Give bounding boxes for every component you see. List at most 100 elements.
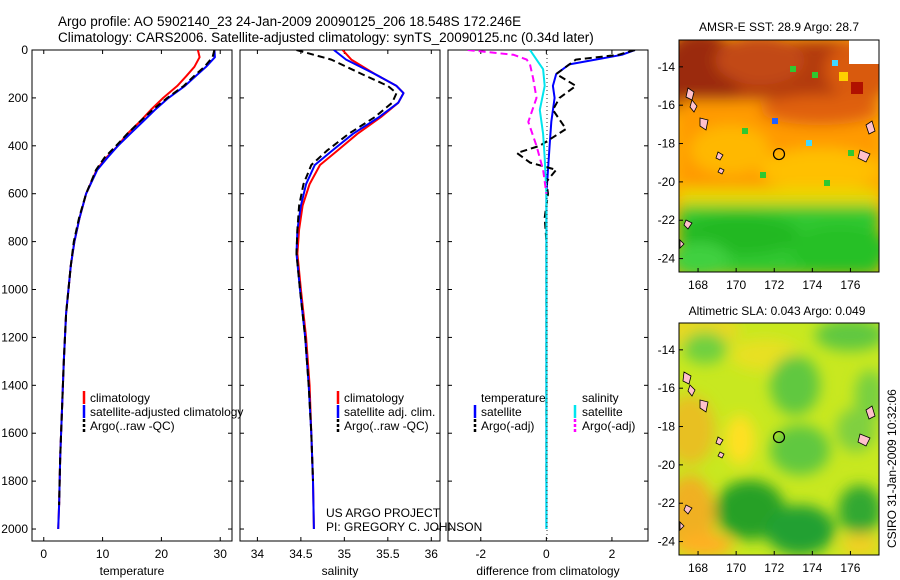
pi-credit: PI: GREGORY C. JOHNSON	[326, 520, 482, 534]
map-lat-tick-label: -14	[658, 343, 676, 357]
legend-label-temperature-argo: Argo(-adj)	[481, 419, 534, 433]
temperature-x-tick-label: 10	[96, 547, 110, 561]
sst-data-gap	[849, 40, 879, 64]
difference-series-line	[467, 50, 548, 194]
temperature-x-tick-label: 30	[214, 547, 228, 561]
salinity-x-axis-label: salinity	[322, 564, 359, 578]
legend-label-climatology: climatology	[90, 391, 150, 405]
sst-heatmap	[679, 40, 879, 272]
salinity-x-tick-label: 34.5	[289, 547, 313, 561]
legend-label-salinity-argo: Argo(-adj)	[582, 419, 635, 433]
sst-map-frame	[678, 39, 880, 273]
salinity-x-tick-label: 35.5	[376, 547, 400, 561]
depth-tick-label: 1200	[1, 330, 28, 344]
map-lat-tick-label: -24	[658, 535, 676, 549]
temperature-series-group	[57, 50, 216, 530]
map-lat-tick-label: -22	[658, 213, 676, 227]
island-outline	[679, 371, 876, 531]
argo-float-marker	[772, 430, 786, 444]
legend-label-argo: Argo(..raw -QC)	[344, 419, 429, 433]
salinity-panel-frame	[239, 49, 441, 542]
salinity-series-line	[295, 50, 405, 530]
salinity-series-group	[295, 50, 405, 530]
map-lat-tick-label: -24	[658, 252, 676, 266]
sst-cloud-pixel	[772, 118, 778, 124]
map-lat-tick-label: -22	[658, 496, 676, 510]
depth-tick-label: 800	[8, 235, 28, 249]
map-lat-tick-label: -18	[658, 137, 676, 151]
map-lat-tick-label: -20	[658, 175, 676, 189]
timestamp-stamp: CSIRO 31-Jan-2009 10:32:06	[885, 389, 899, 548]
temperature-series-line	[58, 50, 216, 506]
salinity-x-tick-label: 36	[425, 547, 439, 561]
map-lon-tick-label: 172	[764, 561, 784, 575]
island-outline	[679, 87, 876, 249]
map-lon-tick-label: 172	[764, 278, 784, 292]
temperature-x-tick-label: 20	[155, 547, 169, 561]
map-lat-tick-label: -16	[658, 98, 676, 112]
depth-tick-label: 0	[21, 43, 28, 57]
map-lon-tick-label: 176	[840, 278, 860, 292]
map-lat-tick-label: -20	[658, 458, 676, 472]
sst-hot-pixel	[839, 72, 848, 81]
legend-label-satellite-adj: satellite adj. clim.	[344, 405, 435, 419]
difference-series-line	[545, 50, 636, 529]
temperature-panel-frame	[31, 49, 233, 542]
sst-map-title: AMSR-E SST: 28.9 Argo: 28.7	[699, 20, 859, 34]
argo-float-marker	[772, 147, 786, 161]
figure-title-line2: Climatology: CARS2006. Satellite-adjuste…	[58, 30, 594, 45]
salinity-x-tick-label: 34	[251, 547, 265, 561]
map-lat-tick-label: -18	[658, 420, 676, 434]
legend-label-satellite-adjusted: satellite-adjusted climatology	[90, 405, 243, 419]
difference-series-group	[467, 50, 636, 529]
map-lon-tick-label: 168	[688, 561, 708, 575]
sst-cloud-pixel	[848, 150, 854, 156]
map-lat-tick-label: -14	[658, 60, 676, 74]
figure-title-line1: Argo profile: AO 5902140_23 24-Jan-2009 …	[58, 14, 521, 29]
depth-tick-label: 200	[8, 91, 28, 105]
difference-series-line	[529, 50, 548, 529]
difference-panel-frame	[447, 49, 649, 542]
map-lon-tick-label: 174	[802, 278, 822, 292]
legend-group-salinity: salinity	[582, 391, 619, 405]
temperature-series-line	[57, 50, 216, 530]
sst-cloud-pixel	[832, 60, 838, 66]
sst-cloud-pixel	[806, 140, 812, 146]
map-lon-tick-label: 174	[802, 561, 822, 575]
sst-cloud-pixel	[824, 180, 830, 186]
project-credit: US ARGO PROJECT	[326, 506, 441, 520]
difference-x-axis-label: difference from climatology	[476, 564, 619, 578]
difference-x-tick-label: 2	[609, 547, 616, 561]
sst-cloud-pixel	[790, 66, 796, 72]
depth-tick-label: 1000	[1, 283, 28, 297]
legend-label-argo: Argo(..raw -QC)	[90, 419, 175, 433]
map-lon-tick-label: 170	[726, 278, 746, 292]
sla-map-frame	[678, 322, 880, 556]
temperature-x-axis-label: temperature	[100, 564, 165, 578]
legend-label-climatology: climatology	[344, 391, 404, 405]
temperature-series-line	[57, 50, 201, 530]
map-lon-tick-label: 170	[726, 561, 746, 575]
depth-tick-label: 2000	[1, 522, 28, 536]
depth-tick-label: 400	[8, 139, 28, 153]
depth-tick-label: 1600	[1, 426, 28, 440]
difference-x-tick-label: -2	[475, 547, 486, 561]
salinity-series-line	[296, 50, 405, 530]
sla-map-title: Altimetric SLA: 0.043 Argo: 0.049	[689, 304, 866, 318]
legend-group-temperature: temperature	[481, 391, 546, 405]
sst-hot-pixel	[851, 82, 863, 94]
difference-legend: temperature salinity satellite Argo(-adj…	[473, 391, 635, 433]
sst-cloud-pixel	[760, 172, 766, 178]
depth-tick-label: 1800	[1, 474, 28, 488]
temperature-x-tick-label: 0	[40, 547, 47, 561]
difference-x-tick-label: 0	[543, 547, 550, 561]
depth-tick-label: 600	[8, 187, 28, 201]
map-lon-tick-label: 176	[840, 561, 860, 575]
sla-heatmap	[679, 323, 879, 555]
legend-label-salinity-satellite: satellite	[582, 405, 623, 419]
salinity-x-tick-label: 35	[338, 547, 352, 561]
sst-cloud-pixel	[742, 128, 748, 134]
map-lat-tick-label: -16	[658, 381, 676, 395]
sst-cloud-pixel	[812, 72, 818, 78]
legend-label-temperature-satellite: satellite	[481, 405, 522, 419]
